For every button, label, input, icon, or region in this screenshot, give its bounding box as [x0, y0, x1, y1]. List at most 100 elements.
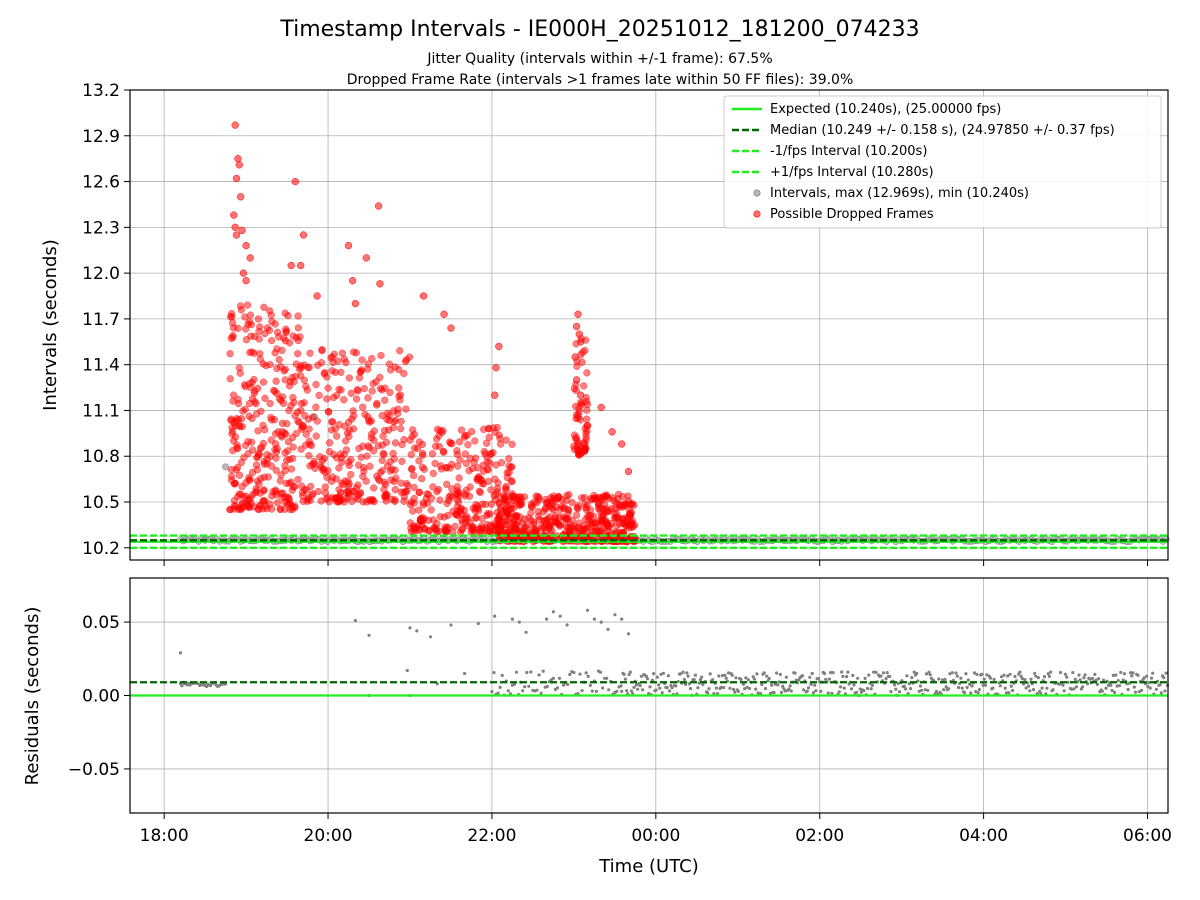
residual-point: [854, 690, 859, 695]
dropped-frame-point: [409, 507, 417, 515]
dropped-frame-point: [446, 439, 455, 447]
dropped-frame-point: [232, 231, 241, 239]
legend-entry-expected: Expected (10.240s), (25.00000 fps): [732, 102, 1001, 117]
dropped-frame-point: [381, 396, 389, 404]
dropped-frame-point: [570, 385, 579, 393]
dropped-frame-point: [286, 505, 294, 514]
dropped-frame-point: [532, 526, 541, 535]
dropped-frame-point: [548, 497, 556, 505]
dropped-frame-point: [405, 353, 414, 361]
dropped-frame-point: [312, 380, 320, 389]
dropped-frame-point: [266, 360, 274, 369]
dropped-frame-point: [300, 376, 309, 384]
residual-point: [754, 687, 758, 691]
dropped-frame-point: [483, 465, 491, 473]
dropped-frame-point: [493, 488, 502, 496]
dropped-frame-point: [455, 474, 463, 482]
interval-point: [222, 463, 230, 471]
dropped-frame-point: [429, 469, 437, 478]
dropped-frame-point: [237, 306, 245, 314]
dropped-frame-point: [245, 496, 253, 504]
dropped-frame-point: [485, 433, 493, 441]
dropped-frame-point: [378, 386, 386, 394]
residual-point: [1082, 676, 1086, 680]
dropped-frame-point: [316, 461, 324, 469]
dropped-frame-point: [496, 440, 505, 448]
dropped-frame-point: [370, 436, 378, 444]
residual-point: [693, 673, 698, 677]
residual-point: [723, 673, 727, 677]
residual-point: [541, 669, 545, 673]
dropped-frame-point: [227, 465, 236, 474]
dropped-frame-point: [453, 447, 461, 455]
residual-point: [1045, 686, 1049, 690]
residual-point: [789, 689, 793, 693]
dropped-frame-point: [345, 374, 353, 382]
dropped-frame-point: [340, 396, 348, 404]
residual-point: [619, 684, 623, 688]
dropped-frame-point: [273, 345, 281, 353]
dropped-frame-point: [229, 397, 237, 405]
legend: Expected (10.240s), (25.00000 fps) Media…: [723, 95, 1162, 229]
dropped-frame-point: [415, 457, 423, 465]
dropped-frame-point: [561, 514, 570, 523]
residual-point: [668, 689, 672, 693]
residual-point: [626, 632, 631, 636]
dropped-frame-point: [419, 451, 427, 459]
residual-point: [730, 673, 734, 677]
dropped-frame-point: [460, 506, 468, 514]
dropped-frame-point: [433, 525, 441, 533]
residual-point: [739, 677, 743, 682]
dropped-frame-point: [254, 505, 262, 513]
residual-point: [717, 674, 721, 678]
dropped-frame-point: [377, 351, 385, 360]
residual-point: [773, 682, 777, 686]
residual-point: [731, 687, 736, 692]
dropped-frame-point: [288, 433, 297, 442]
dropped-frame-point: [620, 501, 628, 509]
residual-point: [1142, 676, 1146, 680]
residual-point: [1158, 683, 1162, 687]
dropped-frame-point: [245, 399, 254, 408]
dropped-frame-point: [282, 479, 291, 488]
residual-point: [1077, 673, 1081, 677]
dropped-frame-point: [476, 527, 485, 536]
dropped-frame-point: [576, 398, 585, 407]
dropped-frame-point: [227, 416, 235, 425]
dropped-frame-point: [226, 350, 234, 358]
residual-point: [744, 676, 748, 680]
dropped-frame-point: [614, 490, 623, 499]
dropped-frame-point: [249, 490, 257, 499]
dropped-frame-point: [380, 478, 388, 486]
dropped-frame-point: [583, 369, 591, 377]
residual-point: [779, 690, 784, 695]
dropped-frame-point: [234, 324, 242, 332]
dropped-frame-point: [272, 377, 280, 385]
dropped-frame-point: [236, 193, 245, 201]
residual-point: [755, 672, 759, 676]
residual-point: [496, 691, 500, 695]
residual-point: [607, 688, 611, 692]
residual-point: [1046, 672, 1050, 676]
dropped-frame-point: [267, 311, 275, 319]
intervals-y-tick-label-5: 11.7: [82, 310, 120, 330]
dropped-frame-point: [229, 333, 237, 342]
dropped-frame-point: [458, 525, 466, 534]
dropped-frame-point: [381, 426, 389, 435]
dropped-frame-point: [324, 384, 332, 392]
residual-point: [776, 683, 780, 687]
residuals-reference-lines: [130, 681, 1168, 697]
intervals-y-axis-label: Intervals (seconds): [40, 239, 61, 411]
dropped-frame-point: [391, 466, 399, 474]
dropped-frame-point: [427, 506, 435, 514]
dropped-frame-point: [237, 415, 246, 423]
dropped-frame-point: [354, 387, 362, 395]
dropped-frame-point: [275, 356, 283, 364]
residual-point: [1130, 674, 1134, 678]
residual-point: [765, 674, 769, 678]
residual-point: [525, 670, 529, 675]
dropped-frame-point: [357, 367, 365, 375]
residual-point: [1114, 673, 1118, 677]
residual-point: [858, 687, 862, 691]
dropped-frame-point: [317, 358, 326, 367]
